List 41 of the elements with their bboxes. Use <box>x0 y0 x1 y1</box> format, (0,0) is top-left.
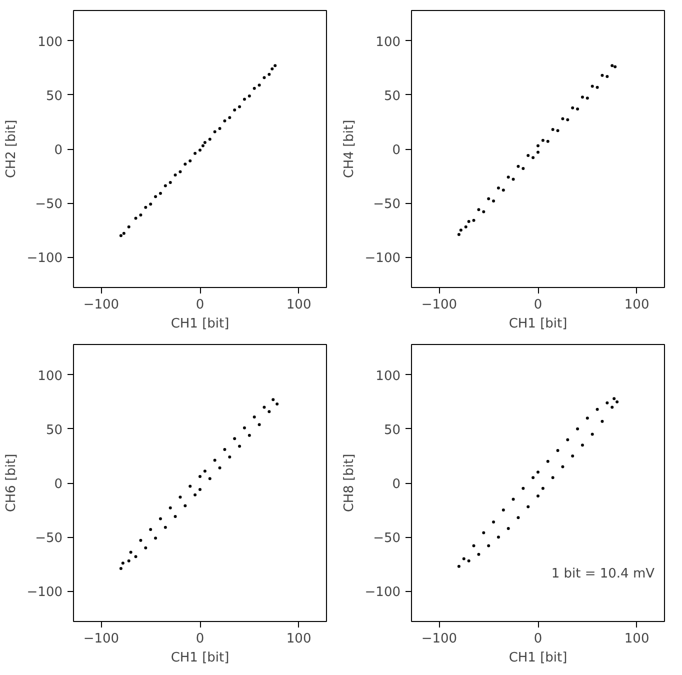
y-axis-title: CH2 [bit] <box>4 120 19 178</box>
x-tick-label: 100 <box>624 632 650 646</box>
y-tick-label: −100 <box>364 585 401 600</box>
y-tick-label: −50 <box>35 531 63 546</box>
x-axis-title: CH1 [bit] <box>508 316 568 332</box>
y-tick-label: 100 <box>38 368 63 384</box>
annotation: 1 bit = 10.4 mV <box>551 566 655 582</box>
y-tick-label: 50 <box>46 422 63 438</box>
y-tick-label: −50 <box>373 197 401 212</box>
x-tick-label: 100 <box>286 632 312 646</box>
y-tick-label: 100 <box>376 368 401 384</box>
x-tick-label: −100 <box>83 632 120 646</box>
y-tick-label: −100 <box>364 251 401 266</box>
y-tick-label: 100 <box>38 34 63 50</box>
y-axis-title: CH8 [bit] <box>342 454 357 512</box>
x-tick-label: −100 <box>421 632 458 646</box>
x-axis-title: CH1 [bit] <box>508 650 568 666</box>
y-axis-title: CH6 [bit] <box>4 454 19 512</box>
x-tick-label: −100 <box>421 298 458 312</box>
x-tick-label: 100 <box>624 298 650 312</box>
x-tick-label: 100 <box>286 298 312 312</box>
y-tick-label: 0 <box>54 477 63 492</box>
y-tick-label: 50 <box>384 422 401 438</box>
y-tick-label: 0 <box>392 143 401 158</box>
y-tick-label: −50 <box>35 197 63 212</box>
y-tick-label: 0 <box>54 143 63 158</box>
x-tick-label: 0 <box>534 298 542 312</box>
y-tick-label: −50 <box>373 531 401 546</box>
x-tick-label: 0 <box>196 632 204 646</box>
y-tick-label: −100 <box>26 585 63 600</box>
x-tick-label: 0 <box>196 298 204 312</box>
y-tick-label: 100 <box>376 34 401 50</box>
x-axis-title: CH1 [bit] <box>170 316 230 332</box>
y-tick-label: 50 <box>46 88 63 104</box>
y-axis-title: CH4 [bit] <box>342 120 357 178</box>
x-tick-label: 0 <box>534 632 542 646</box>
y-tick-label: −100 <box>26 251 63 266</box>
y-tick-label: 50 <box>384 88 401 104</box>
y-tick-label: 0 <box>392 477 401 492</box>
x-tick-label: −100 <box>83 298 120 312</box>
x-axis-title: CH1 [bit] <box>170 650 230 666</box>
